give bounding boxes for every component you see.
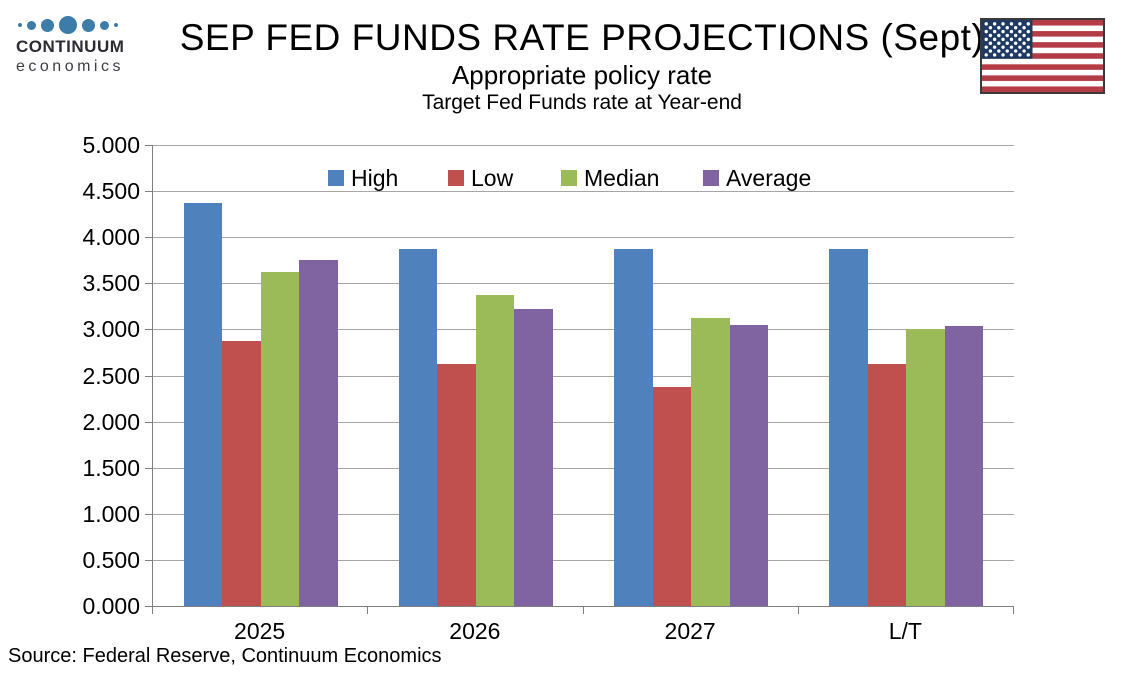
y-tick-mark: [145, 559, 152, 561]
chart-title: SEP FED FUNDS RATE PROJECTIONS (Sept): [179, 17, 985, 58]
logo-dot: [100, 20, 109, 30]
logo-dot: [59, 16, 77, 34]
y-tick-label: 1.500: [82, 454, 140, 481]
x-category-label-2025: 2025: [234, 618, 286, 644]
y-tick-mark: [145, 467, 152, 469]
y-tick-label: 4.500: [82, 178, 140, 205]
gridline: [153, 513, 1014, 515]
y-tick-label: 4.000: [82, 224, 140, 251]
logo-dot: [18, 23, 22, 27]
plot-area: [152, 145, 1014, 607]
x-tick-mark: [367, 607, 369, 614]
legend-swatch-icon: [328, 170, 344, 186]
source-note: Source: Federal Reserve, Continuum Econo…: [8, 645, 442, 667]
x-category-label-2027: 2027: [664, 618, 716, 644]
legend-swatch-icon: [448, 170, 464, 186]
x-tick-mark: [1013, 607, 1014, 614]
gridline: [153, 283, 1014, 285]
bar-median-2026: [475, 294, 515, 606]
x-tick-mark: [582, 607, 584, 614]
y-tick-label: 3.000: [82, 316, 140, 343]
gridline: [153, 237, 1014, 239]
logo-dot: [27, 20, 36, 30]
bar-average-2027: [729, 324, 769, 606]
logo-brand-text: CONTINUUM: [16, 37, 125, 56]
y-tick-mark: [145, 145, 152, 146]
bar-median-2027: [691, 317, 730, 606]
gridline: [153, 329, 1014, 331]
legend-item-high: High: [328, 163, 398, 193]
legend-swatch-icon: [561, 170, 577, 186]
legend-label: Average: [726, 164, 812, 191]
us-flag-icon: [980, 18, 1105, 94]
continuum-economics-logo: CONTINUUM economics: [16, 16, 166, 76]
gridline: [153, 145, 1014, 146]
chart-subtitle-2: Target Fed Funds rate at Year-end: [422, 91, 742, 114]
bar-high-2026: [398, 248, 438, 606]
logo-sub-text: economics: [16, 58, 124, 75]
y-tick-mark: [145, 421, 152, 423]
chart-legend: High Low Median Average: [152, 163, 1013, 193]
legend-label: Low: [471, 164, 514, 191]
legend-item-average: Average: [703, 163, 811, 193]
chart-subtitle: Appropriate policy rate: [451, 60, 713, 90]
bar-low-2027: [652, 387, 692, 606]
y-tick-mark: [145, 329, 152, 331]
x-category-label-2026: 2026: [449, 618, 501, 644]
legend-label: High: [351, 164, 399, 191]
bar-average-lt: [944, 325, 984, 606]
y-tick-label: 2.500: [82, 362, 140, 389]
title-block: SEP FED FUNDS RATE PROJECTIONS (Sept) Ap…: [140, 18, 1024, 115]
y-tick-mark: [145, 513, 152, 515]
y-tick-label: 2.000: [82, 408, 140, 435]
bar-low-lt: [867, 363, 907, 606]
legend-label: Median: [584, 164, 660, 191]
bar-high-lt: [829, 248, 868, 606]
y-tick-label: 5.000: [82, 132, 140, 158]
bar-high-2027: [614, 248, 653, 606]
gridline: [153, 191, 1014, 193]
logo-dot: [41, 18, 54, 32]
y-tick-mark: [145, 375, 152, 377]
logo-dot: [82, 18, 95, 32]
logo-dot: [114, 23, 118, 27]
gridline: [153, 375, 1014, 377]
x-tick-mark: [797, 607, 799, 614]
y-tick-label: 3.500: [82, 270, 140, 297]
x-category-label-lt: L/T: [888, 618, 922, 644]
legend-item-median: Median: [561, 163, 659, 193]
y-tick-label: 0.000: [82, 593, 140, 619]
bar-low-2026: [437, 363, 476, 606]
y-tick-mark: [145, 237, 152, 239]
logo-dots-icon: [18, 16, 166, 34]
bar-high-2025: [183, 202, 223, 606]
gridline: [153, 559, 1014, 561]
bar-median-lt: [906, 329, 945, 606]
bar-average-2025: [299, 260, 338, 606]
legend-item-low: Low: [448, 163, 513, 193]
gridline: [153, 421, 1014, 423]
gridline: [153, 467, 1014, 469]
legend-swatch-icon: [703, 170, 719, 186]
y-tick-mark: [145, 606, 152, 607]
bar-median-2025: [260, 271, 300, 606]
y-tick-label: 0.500: [82, 546, 140, 573]
bar-average-2026: [514, 309, 553, 606]
bar-low-2025: [222, 340, 261, 606]
y-tick-mark: [145, 283, 152, 285]
x-tick-mark: [152, 607, 153, 614]
y-tick-label: 1.000: [82, 500, 140, 527]
y-tick-mark: [145, 191, 152, 193]
